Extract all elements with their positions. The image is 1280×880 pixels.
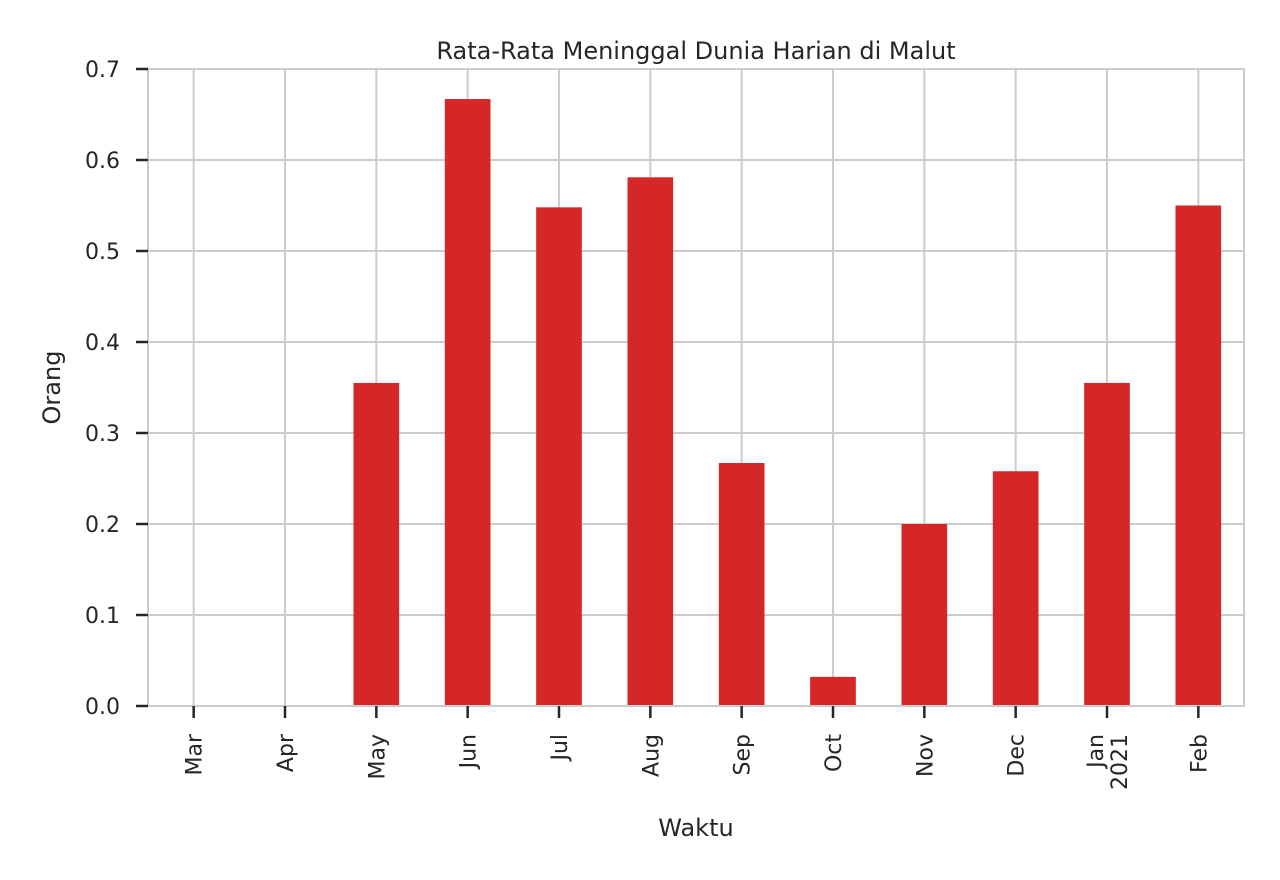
x-tick-label-group: Jun: [457, 734, 482, 770]
x-tick-label: Aug: [639, 734, 664, 777]
plot-frame: [147, 68, 1245, 707]
x-tick-label-group: Aug: [639, 734, 664, 777]
x-tick-label: Nov: [913, 734, 938, 777]
x-tick-label: Jun: [457, 734, 482, 770]
bar-jul: [536, 207, 582, 706]
bar-sep: [718, 463, 765, 706]
x-tick-label-group: May: [365, 734, 390, 779]
x-tick-label: Feb: [1187, 734, 1212, 773]
x-tick-label-group: Dec: [1005, 734, 1030, 777]
bar-jun: [444, 99, 491, 706]
x-tick-label: Mar: [183, 733, 208, 775]
y-tick-label: 0.4: [85, 331, 120, 356]
x-axis-label: Waktu: [658, 814, 733, 842]
x-tick-label-group: Jan 2021: [1084, 734, 1133, 790]
x-tick-label: May: [365, 734, 390, 779]
x-tick-label: Sep: [731, 734, 756, 775]
x-tick-label: Jul: [548, 734, 573, 763]
x-tick-label-group: Feb: [1187, 734, 1212, 773]
axis-ticks: 0.0 0.1 0.2 0.3 0.4 0.5 0.6 0.7 Mar Apr May Jun Jul A…: [85, 58, 1212, 790]
y-tick-label: 0.0: [85, 695, 120, 720]
x-tick-label-group: Mar: [183, 733, 208, 775]
x-tick-label: Dec: [1005, 734, 1030, 777]
y-tick-label: 0.7: [85, 58, 120, 83]
x-tick-label: Apr: [274, 733, 299, 772]
y-tick-label: 0.5: [85, 240, 120, 265]
x-tick-label-group: Apr: [274, 733, 299, 772]
bar-nov: [901, 524, 948, 706]
y-tick-label: 0.2: [85, 513, 120, 538]
x-tick-sublabel: 2021: [1108, 734, 1133, 790]
y-axis-label: Orang: [38, 351, 66, 425]
y-tick-label: 0.1: [85, 604, 120, 629]
bar-aug: [627, 177, 674, 707]
y-tick-label: 0.6: [85, 149, 120, 174]
x-tick-label-group: Sep: [731, 734, 756, 775]
bar-may: [353, 382, 400, 706]
x-tick-label-group: Nov: [913, 734, 938, 777]
bar-feb: [1175, 205, 1222, 706]
x-tick-label-group: Oct: [822, 734, 847, 772]
x-tick-label: Jan: [1084, 734, 1109, 770]
x-tick-label-group: Jul: [548, 734, 573, 763]
chart-title: Rata-Rata Meninggal Dunia Harian di Malu…: [436, 37, 955, 65]
bar-jan: [1084, 382, 1130, 706]
bar-oct: [810, 676, 856, 706]
x-tick-label: Oct: [822, 734, 847, 772]
bar-dec: [992, 471, 1039, 706]
bars: [353, 99, 1222, 707]
y-tick-label: 0.3: [85, 422, 120, 447]
